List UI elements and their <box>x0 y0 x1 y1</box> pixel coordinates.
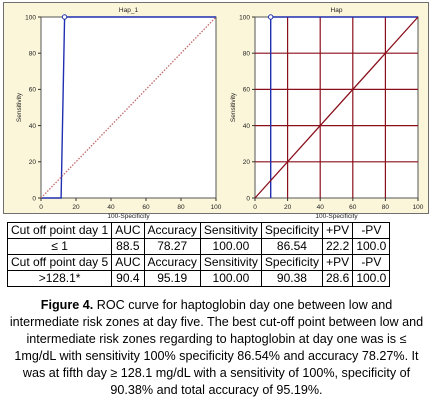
x-tick-label: 100 <box>211 204 222 211</box>
x-tick-label: 0 <box>253 204 257 211</box>
table-cell: 100.00 <box>199 238 262 255</box>
y-tick-label: 0 <box>246 195 250 202</box>
table-cell: Sensitivity <box>199 254 262 271</box>
table-row: Cut off point day 5 AUC Accuracy Sensiti… <box>6 254 391 271</box>
y-tick-label: 100 <box>25 14 36 21</box>
figure-panel: 0 20 40 60 80 100 0 20 40 60 80 100 Hap_1 100-Specifi… <box>3 2 429 220</box>
x-axis-label: 100-Specificity <box>107 213 150 220</box>
x-tick-label: 20 <box>72 204 80 211</box>
roc-curve <box>41 16 216 199</box>
chart-title: Hap_1 <box>119 7 139 14</box>
table-cell: -PV <box>352 222 391 239</box>
table-row: Cut off point day 1 AUC Accuracy Sensiti… <box>6 222 391 239</box>
chart-title: Hap <box>331 7 343 14</box>
table-cell: Accuracy <box>143 254 201 271</box>
x-tick-label: 40 <box>317 204 325 211</box>
table-cell: 78.27 <box>143 238 201 255</box>
table-cell: >128.1* <box>6 270 113 287</box>
y-tick-label: 80 <box>29 51 37 58</box>
caption-label: Figure 4. <box>40 298 94 312</box>
x-tick-label: 80 <box>177 204 185 211</box>
y-tick-label: 80 <box>243 51 251 58</box>
table-cell: +PV <box>321 222 354 239</box>
table-cell: 95.19 <box>143 270 201 287</box>
y-tick-label: 60 <box>29 87 37 94</box>
table-cell: -PV <box>352 254 391 271</box>
x-tick-label: 0 <box>39 204 43 211</box>
table-cell: 86.54 <box>260 238 323 255</box>
table-row: ≤ 1 88.5 78.27 100.00 86.54 22.2 100.0 <box>6 238 391 255</box>
x-tick-label: 20 <box>284 204 292 211</box>
table-cell: 22.2 <box>321 238 354 255</box>
table-cell: Accuracy <box>143 222 201 239</box>
table-cell: 90.38 <box>260 270 323 287</box>
cutoff-point-marker <box>267 14 274 20</box>
table-cell: Specificity <box>260 222 323 239</box>
plot-area <box>40 16 217 199</box>
table-cell: Cut off point day 5 <box>6 254 113 271</box>
y-tick-label: 20 <box>243 159 251 166</box>
cutoff-point-marker <box>61 14 68 20</box>
table-cell: 100.00 <box>199 270 262 287</box>
y-tick-label: 60 <box>243 87 251 94</box>
table-cell: AUC <box>111 254 145 271</box>
y-tick-label: 40 <box>29 123 37 130</box>
table-row: >128.1* 90.4 95.19 100.00 90.38 28.6 100… <box>6 270 391 287</box>
y-axis-label: Sensitivity <box>230 92 237 122</box>
table-cell: AUC <box>111 222 145 239</box>
table-cell: +PV <box>321 254 354 271</box>
table-cell: 28.6 <box>321 270 354 287</box>
x-tick-label: 60 <box>349 204 357 211</box>
x-axis-label: 100-Specificity <box>315 213 358 220</box>
table-cell: Cut off point day 1 <box>6 222 113 239</box>
table-cell: 100.0 <box>352 270 391 287</box>
table-cell: 100.0 <box>352 238 391 255</box>
y-tick-label: 20 <box>29 159 37 166</box>
y-tick-label: 40 <box>243 123 251 130</box>
y-axis-label: Sensitivity <box>16 92 23 122</box>
x-tick-label: 100 <box>413 204 424 211</box>
y-tick-label: 100 <box>239 14 250 21</box>
stats-table: Cut off point day 1 AUC Accuracy Sensiti… <box>6 222 391 287</box>
caption-text: ROC curve for haptoglobin day one betwee… <box>9 298 424 397</box>
table-cell: 88.5 <box>111 238 145 255</box>
y-tick-label: 0 <box>32 195 36 202</box>
x-tick-label: 40 <box>107 204 115 211</box>
roc-plot-day1: 0 20 40 60 80 100 0 20 40 60 80 100 Hap_1 100-Specifi… <box>16 7 424 220</box>
x-tick-label: 60 <box>142 204 150 211</box>
table-cell: Sensitivity <box>199 222 262 239</box>
figure-caption: Figure 4. ROC curve for haptoglobin day … <box>8 297 425 399</box>
table-cell: Specificity <box>260 254 323 271</box>
reference-line <box>254 16 419 199</box>
table-cell: 90.4 <box>111 270 145 287</box>
table-cell: ≤ 1 <box>6 238 113 255</box>
x-tick-label: 80 <box>382 204 390 211</box>
